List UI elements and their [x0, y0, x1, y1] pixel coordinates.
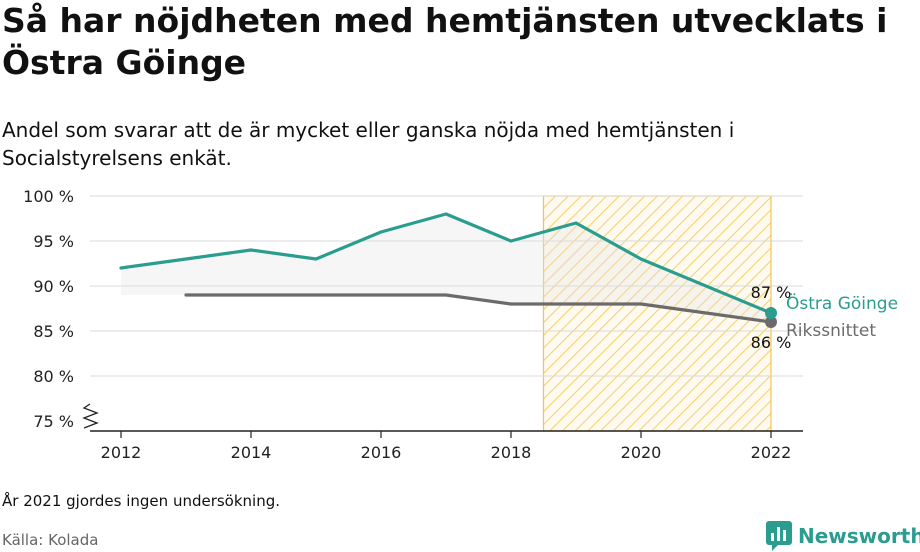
end-point-rikssnittet	[765, 316, 777, 328]
value-label-rikssnittet: 86 %	[751, 333, 792, 352]
highlight-region	[542, 195, 772, 432]
x-tick-label: 2020	[621, 443, 662, 462]
y-tick-label: 75 %	[33, 412, 74, 431]
series-label-rikssnittet: Rikssnittet	[786, 321, 876, 341]
x-tick-label: 2018	[491, 443, 532, 462]
value-label-ostra-goinge: 87 %	[751, 283, 792, 302]
series-label-ostra-goinge: Östra Göinge	[786, 292, 898, 314]
source-text: Källa: Kolada	[2, 531, 99, 549]
series-line-ostra-goinge	[119, 212, 773, 315]
x-tick-label: 2014	[231, 443, 272, 462]
newsworthy-logo-icon	[766, 521, 792, 551]
brand-logo: Newsworthy	[766, 521, 920, 551]
series-line-rikssnittet	[184, 293, 773, 324]
end-point-ostra-goinge	[765, 307, 777, 319]
y-tick-label: 85 %	[33, 322, 74, 341]
y-tick-label: 95 %	[33, 232, 74, 251]
x-tick-label: 2012	[101, 443, 142, 462]
chart-subtitle: Andel som svarar att de är mycket eller …	[2, 118, 735, 170]
y-tick-label: 80 %	[33, 367, 74, 386]
x-tick-label: 2016	[361, 443, 402, 462]
line-chart: 75 % 80 % 85 % 90 % 95 % 100 % 2012 2014 2016 201…	[23, 187, 898, 462]
x-tick-label: 2022	[751, 443, 792, 462]
y-tick-label: 100 %	[23, 187, 74, 206]
brand-name: Newsworthy	[798, 524, 920, 548]
y-tick-label: 90 %	[33, 277, 74, 296]
chart-title: Så har nöjdheten med hemtjänsten utveckl…	[2, 1, 888, 82]
chart-note: År 2021 gjordes ingen undersökning.	[2, 492, 281, 510]
axis-break-icon	[82, 403, 99, 429]
